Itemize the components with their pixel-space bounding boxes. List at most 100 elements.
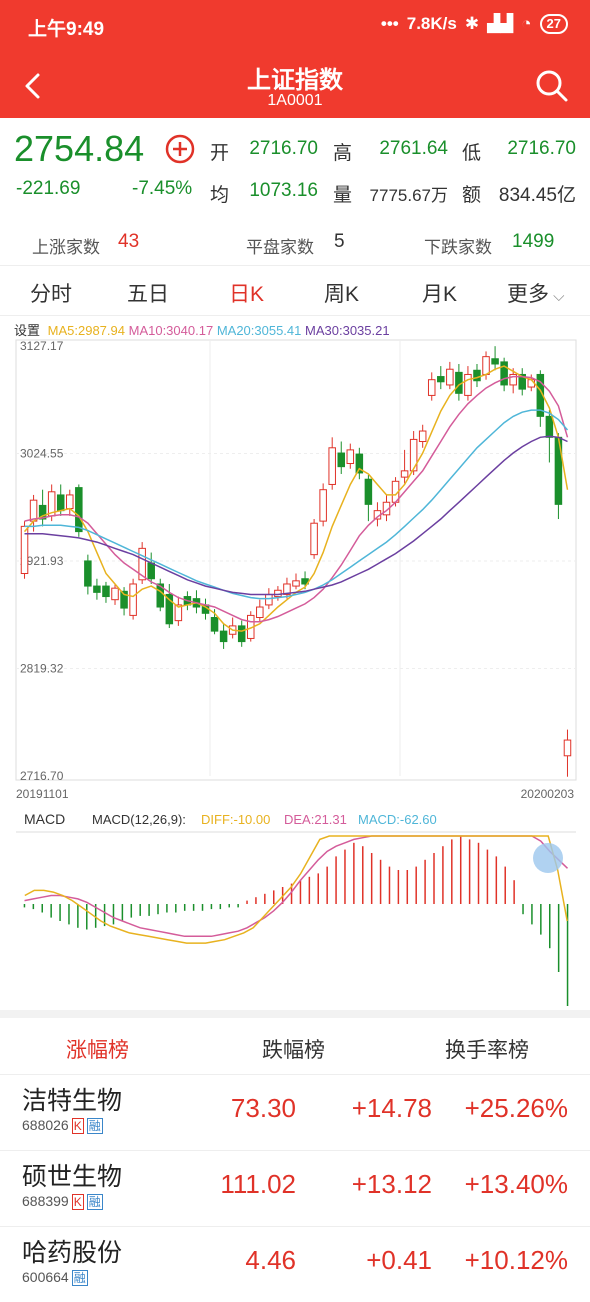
quote-panel: 2754.84 -221.69 -7.45% 开 2716.70 高 2761.… [0, 118, 590, 266]
candle-body [138, 547, 146, 581]
margin-tag: 融 [86, 1194, 103, 1210]
back-button[interactable] [18, 68, 48, 104]
stock-code: 600664 [22, 1269, 69, 1285]
chevron-left-icon [25, 73, 40, 99]
crosshair-handle-icon[interactable] [533, 843, 563, 873]
volume-value: 7775.67万 [369, 186, 448, 205]
diff-line [24, 835, 568, 944]
open-label: 开 [210, 143, 230, 164]
candle-body [56, 494, 65, 512]
tab-losers[interactable]: 跌幅榜 [262, 1039, 325, 1062]
volume-label: 量 [333, 185, 353, 206]
chart-settings-button[interactable]: 设置 [14, 323, 41, 338]
search-button[interactable] [534, 68, 570, 104]
price-change-pct: -7.45% [132, 178, 193, 199]
ma20-line [24, 409, 569, 600]
tab-turnover[interactable]: 换手率榜 [445, 1039, 529, 1062]
candle-body [147, 562, 155, 580]
candle-body [427, 379, 436, 396]
candle-body [400, 470, 409, 478]
candle-body [283, 583, 291, 595]
chart-tabs: 分时 五日 日K 周K 月K 更多 ⌵ [0, 266, 590, 316]
tab-monthly-k[interactable]: 月K [422, 283, 458, 306]
candle-body [129, 583, 137, 616]
candle-body [482, 356, 490, 375]
index-code: 1A0001 [267, 92, 323, 109]
candle-body [409, 438, 418, 472]
stock-name: 哈药股份 [22, 1239, 123, 1267]
candle-body [292, 580, 300, 587]
candle-body [500, 361, 508, 386]
network-speed: 7.8K/s [406, 14, 457, 33]
tab-more-label: 更多 [507, 283, 549, 306]
stock-change-pct: +25.26% [464, 1093, 568, 1123]
y-tick-label: 2716.70 [20, 769, 64, 783]
list-item[interactable]: 哈药股份 600664 融 4.46 +0.41 +10.12% [0, 1226, 590, 1302]
dea-line [24, 835, 569, 938]
stock-name: 硕世生物 [22, 1163, 123, 1191]
macd-params: MACD(12,26,9): [92, 812, 186, 827]
candle-body [319, 489, 327, 522]
tab-gainers[interactable]: 涨幅榜 [66, 1039, 129, 1062]
candle-body [84, 560, 92, 587]
candle-body [102, 585, 110, 598]
low-value: 2716.70 [507, 138, 576, 159]
signal-icon: ▟▟ [487, 14, 514, 33]
tab-more[interactable]: 更多 ⌵ [507, 278, 565, 308]
ma5-legend: MA5:2987.94 [47, 323, 125, 338]
down-count-label: 下跌家数 [424, 238, 492, 257]
low-label: 低 [462, 143, 482, 164]
ma-legend: 设置 MA5:2987.94 MA10:3040.17 MA20:3055.41… [14, 320, 390, 339]
current-price: 2754.84 [14, 128, 145, 169]
tab-five-day[interactable]: 五日 [127, 283, 169, 306]
list-item[interactable]: 硕世生物 688399 K 融 111.02 +13.12 +13.40% [0, 1150, 590, 1226]
candle-body [237, 625, 246, 643]
chart-grid [15, 339, 577, 781]
candle-body [111, 587, 119, 601]
candle-body [274, 589, 282, 598]
tab-weekly-k[interactable]: 周K [324, 283, 360, 306]
avg-label: 均 [210, 185, 230, 206]
stock-change: +0.41 [366, 1245, 432, 1275]
stock-name: 洁特生物 [22, 1087, 123, 1115]
add-watchlist-button[interactable] [165, 134, 195, 164]
stock-price: 111.02 [220, 1169, 296, 1199]
up-count: 43 [118, 231, 140, 252]
candle-body [446, 368, 454, 386]
kline-chart[interactable]: 3127.17 3024.55 2921.93 2819.32 2716.70 2019… [0, 316, 590, 1006]
ma30-line [24, 435, 568, 596]
ma10-legend: MA10:3040.17 [128, 323, 214, 338]
candle-body [93, 585, 101, 593]
price-change: -221.69 [16, 178, 81, 199]
status-icons: ••• 7.8K/s ✱ ▟▟ ◔ 27 [381, 14, 568, 34]
candle-body [437, 376, 445, 383]
y-tick-label: 2819.32 [20, 662, 64, 676]
candle-body [265, 593, 273, 606]
chevron-down-icon: ⌵ [549, 288, 565, 305]
tab-intraday[interactable]: 分时 [30, 283, 72, 306]
ranking-panel: 涨幅榜 跌幅榜 换手率榜 洁特生物 688026 K 融 73.30 +14.78 … [0, 1010, 590, 1286]
list-item[interactable]: 洁特生物 688026 K 融 73.30 +14.78 +25.26% [0, 1074, 590, 1150]
candle-body [418, 430, 427, 443]
down-count: 1499 [512, 231, 555, 252]
macd-legend: MACD:-62.60 [358, 812, 437, 827]
candle-body [355, 453, 364, 474]
candle-body [165, 593, 174, 625]
ma-lines [23, 365, 569, 632]
macd-title: MACD [24, 811, 65, 827]
candle-body [464, 373, 472, 396]
margin-tag: 融 [71, 1270, 88, 1286]
candle-body [256, 606, 264, 619]
stock-change: +13.12 [351, 1169, 432, 1199]
stock-change-pct: +10.12% [464, 1245, 568, 1275]
diff-legend: DIFF:-10.00 [201, 812, 270, 827]
candle-body [120, 590, 128, 609]
candle-body [364, 478, 373, 505]
stock-change: +14.78 [351, 1093, 432, 1123]
high-label: 高 [333, 143, 353, 164]
candle-body [310, 522, 318, 556]
tab-daily-k[interactable]: 日K [229, 283, 265, 306]
kcb-tag: K [71, 1194, 84, 1210]
stock-price: 73.30 [230, 1093, 296, 1123]
stock-price: 4.46 [245, 1245, 296, 1275]
